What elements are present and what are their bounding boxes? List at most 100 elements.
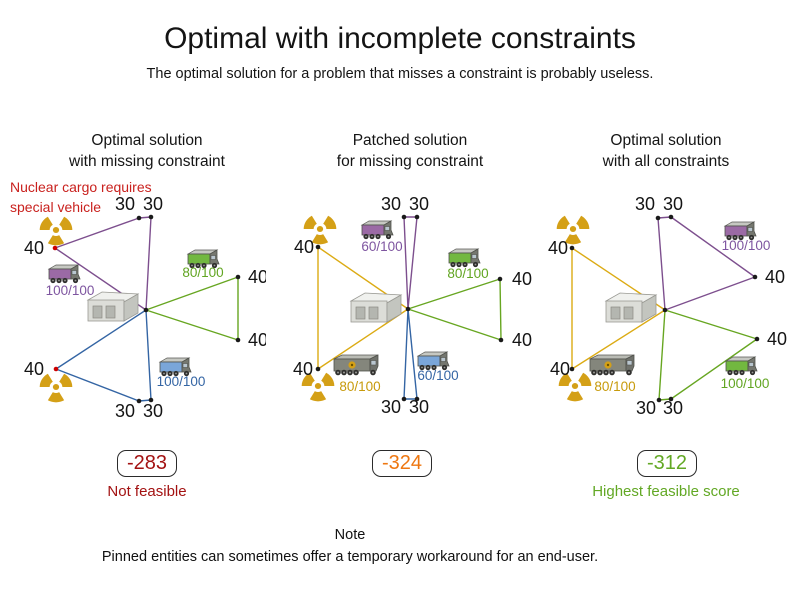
nuclear-icon bbox=[301, 372, 335, 402]
visit-demand-label: 40 bbox=[293, 359, 313, 379]
visit-demand-label: 40 bbox=[24, 238, 44, 258]
truck-load-label: 100/100 bbox=[721, 376, 770, 391]
visit-demand-label: 40 bbox=[248, 267, 266, 287]
visit-demand-label: 30 bbox=[635, 194, 655, 214]
truck-load-label: 100/100 bbox=[46, 283, 95, 298]
depot-icon bbox=[349, 292, 403, 323]
visit-demand-label: 40 bbox=[767, 329, 787, 349]
visit-demand-label: 40 bbox=[550, 359, 570, 379]
visit-node bbox=[414, 214, 420, 220]
visit-demand-label: 40 bbox=[548, 238, 568, 258]
visit-demand-label: 30 bbox=[143, 401, 163, 421]
truck-icon bbox=[723, 221, 757, 241]
panel-title-line: with all constraints bbox=[602, 153, 730, 170]
visit-node bbox=[53, 366, 59, 372]
visit-node bbox=[497, 276, 503, 282]
diagram-all-constraints: 100/100 80/100 100/100 30 30 40 40 40 40 30 30 bbox=[548, 194, 787, 418]
truck-icon bbox=[360, 220, 394, 240]
visit-node bbox=[668, 396, 674, 402]
visit-node bbox=[315, 366, 321, 372]
route-line-green bbox=[407, 278, 502, 341]
subtitle: The optimal solution for a problem that … bbox=[146, 66, 654, 82]
truck-load-label: 100/100 bbox=[722, 238, 771, 253]
visit-node bbox=[401, 396, 407, 402]
panel-title-line: Optimal solution bbox=[610, 132, 722, 149]
visit-demand-label: 40 bbox=[294, 237, 314, 257]
visit-node bbox=[655, 215, 661, 221]
visit-demand-label: 30 bbox=[115, 401, 135, 421]
panel-title-line: for missing constraint bbox=[336, 153, 484, 170]
nuclear-icon bbox=[556, 215, 590, 245]
nuclear-icon bbox=[558, 372, 592, 402]
score-note-3: Highest feasible score bbox=[592, 483, 740, 500]
diagram-missing-constraint: 100/100 80/100 100/100 30 30 40 40 40 40 30 30 bbox=[24, 194, 266, 421]
truck-load-label: 60/100 bbox=[361, 239, 402, 254]
visit-demand-label: 40 bbox=[512, 269, 532, 289]
visit-node bbox=[235, 337, 241, 343]
score-badge-3: -312 bbox=[637, 450, 697, 477]
visit-demand-label: 30 bbox=[143, 194, 163, 214]
route-line-green bbox=[145, 276, 239, 341]
visit-demand-label: 30 bbox=[409, 397, 429, 417]
visit-node bbox=[668, 214, 674, 220]
depot-node bbox=[405, 306, 411, 312]
panel-2-title: Patched solution for missing constraint bbox=[270, 130, 550, 172]
nuclear-icon bbox=[303, 215, 337, 245]
special-truck-icon bbox=[333, 354, 379, 376]
visit-node bbox=[498, 337, 504, 343]
route-line-blue bbox=[55, 309, 152, 402]
truck-load-label: 80/100 bbox=[339, 379, 380, 394]
visit-demand-label: 40 bbox=[24, 359, 44, 379]
route-line-yellow bbox=[317, 246, 409, 370]
score-note-1: Not feasible bbox=[107, 483, 187, 500]
score-value: -324 bbox=[381, 452, 423, 474]
visit-node bbox=[315, 244, 321, 250]
visit-node bbox=[414, 396, 420, 402]
visit-demand-label: 40 bbox=[512, 330, 532, 350]
visit-node bbox=[52, 245, 58, 251]
depot-icon bbox=[86, 291, 140, 322]
visit-node bbox=[569, 366, 575, 372]
panel-1-title: Optimal solution with missing constraint bbox=[7, 130, 287, 172]
visit-node bbox=[656, 397, 662, 403]
score-badge-1: -283 bbox=[117, 450, 177, 477]
score-badge-2: -324 bbox=[372, 450, 432, 477]
score-value: -312 bbox=[646, 452, 688, 474]
truck-icon bbox=[447, 248, 481, 268]
special-truck-icon bbox=[589, 354, 635, 376]
visit-demand-label: 30 bbox=[115, 194, 135, 214]
diagram-patched-solution: 60/100 80/100 80/100 60/100 30 30 40 40 40 40 3… bbox=[293, 194, 532, 417]
truck-icon bbox=[416, 351, 450, 371]
depot-node bbox=[143, 307, 149, 313]
main-title: Optimal with incomplete constraints bbox=[164, 22, 636, 55]
truck-load-label: 80/100 bbox=[447, 266, 488, 281]
truck-load-label: 80/100 bbox=[594, 379, 635, 394]
visit-demand-label: 30 bbox=[381, 194, 401, 214]
visit-demand-label: 30 bbox=[636, 398, 656, 418]
truck-load-label: 60/100 bbox=[417, 368, 458, 383]
score-value: -283 bbox=[126, 452, 168, 474]
route-line-blue bbox=[403, 308, 418, 400]
truck-icon bbox=[186, 249, 220, 269]
nuclear-constraint-annotation: Nuclear cargo requires special vehicle bbox=[10, 177, 190, 217]
visit-node bbox=[754, 336, 760, 342]
annotation-line: Nuclear cargo requires bbox=[10, 179, 152, 195]
nuclear-icon bbox=[39, 216, 73, 246]
truck-icon bbox=[158, 357, 192, 377]
visit-node bbox=[148, 397, 154, 403]
visit-demand-label: 30 bbox=[663, 194, 683, 214]
note-body: Pinned entities can sometimes offer a te… bbox=[101, 549, 599, 565]
visit-demand-label: 40 bbox=[248, 330, 266, 350]
truck-icon bbox=[47, 264, 81, 284]
panel-title-line: Optimal solution bbox=[91, 132, 203, 149]
depot-icon bbox=[604, 292, 658, 323]
visit-node bbox=[401, 214, 407, 220]
panel-title-line: with missing constraint bbox=[69, 153, 225, 170]
nuclear-icon bbox=[39, 373, 73, 403]
visit-node bbox=[752, 274, 758, 280]
note-heading: Note bbox=[334, 527, 366, 543]
visit-node bbox=[235, 274, 241, 280]
visit-demand-label: 30 bbox=[381, 397, 401, 417]
visit-demand-label: 30 bbox=[409, 194, 429, 214]
